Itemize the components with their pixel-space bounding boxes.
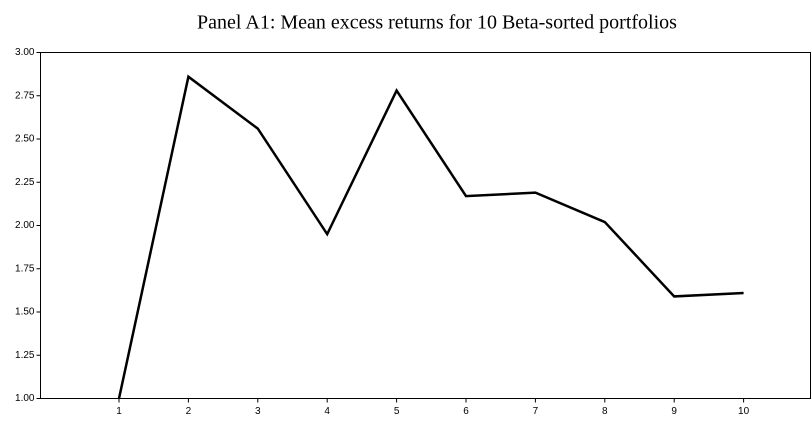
x-tick-label: 9 <box>671 406 677 417</box>
y-tick-label: 1.00 <box>15 393 35 404</box>
y-tick-label: 2.75 <box>15 90 35 101</box>
data-line <box>117 74 744 399</box>
y-tick-label: 1.50 <box>15 307 35 318</box>
y-tick-label: 1.25 <box>15 350 35 361</box>
x-tick-label: 7 <box>533 406 539 417</box>
y-tick-label: 3.00 <box>15 47 35 58</box>
x-tick-label: 4 <box>324 406 330 417</box>
x-tick-label: 10 <box>738 406 750 417</box>
chart-title: Panel A1: Mean excess returns for 10 Bet… <box>197 12 677 34</box>
x-tick-label: 8 <box>602 406 608 417</box>
x-tick-label: 3 <box>255 406 261 417</box>
y-tick-label: 2.25 <box>15 177 35 188</box>
y-tick-label: 2.00 <box>15 220 35 231</box>
x-tick-label: 6 <box>463 406 469 417</box>
x-tick-label: 2 <box>186 406 192 417</box>
y-tick-label: 1.75 <box>15 263 35 274</box>
x-tick-label: 5 <box>394 406 400 417</box>
x-tick-label: 1 <box>116 406 122 417</box>
y-tick-label: 2.50 <box>15 134 35 145</box>
